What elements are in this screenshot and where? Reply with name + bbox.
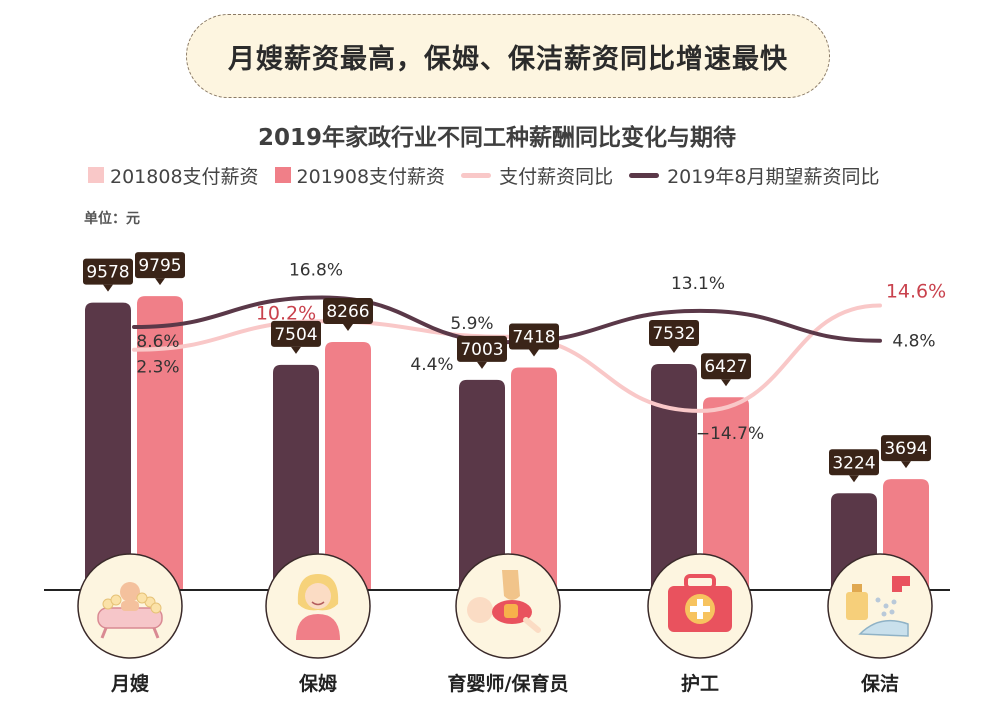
bar-2019-1 bbox=[325, 342, 371, 590]
value-label-2019-0: 9795 bbox=[135, 252, 185, 286]
chart-title: 2019年家政行业不同工种薪酬同比变化与期待 bbox=[257, 125, 736, 151]
bar-2019-2 bbox=[511, 367, 557, 590]
bar-2018-3 bbox=[651, 364, 697, 590]
value-label-2019-0-text: 9795 bbox=[138, 256, 181, 276]
unit-label: 单位：元 bbox=[84, 211, 140, 227]
cleaning-icon bbox=[846, 576, 910, 637]
legend-label-paid-yoy: 支付薪资同比 bbox=[499, 165, 614, 188]
value-label-2018-2: 7003 bbox=[457, 335, 507, 369]
value-label-2018-0-pointer bbox=[103, 284, 113, 292]
value-label-2018-3-pointer bbox=[669, 346, 679, 354]
expected-yoy-label-1: 16.8% bbox=[289, 261, 343, 281]
value-label-2019-4-text: 3694 bbox=[884, 439, 927, 459]
value-label-2018-0-text: 9578 bbox=[86, 263, 129, 283]
category-label-1: 保姆 bbox=[298, 672, 337, 695]
value-label-2018-1-bg bbox=[271, 320, 321, 347]
bar-2019-3 bbox=[703, 397, 749, 590]
legend-label-2018: 201808支付薪资 bbox=[110, 165, 259, 188]
baby-bath-icon bbox=[97, 582, 163, 639]
value-label-2018-3-text: 7532 bbox=[652, 324, 695, 344]
legend-label-2019: 201908支付薪资 bbox=[296, 165, 446, 188]
value-label-2018-4-bg bbox=[829, 449, 879, 476]
legend-label-expected-yoy: 2019年8月期望薪资同比 bbox=[667, 165, 880, 188]
nanny-icon bbox=[296, 574, 340, 640]
value-label-2019-3-bg bbox=[701, 353, 751, 380]
legend-item-2019: 201908支付薪资 bbox=[274, 162, 446, 189]
value-label-2019-1: 8266 bbox=[323, 298, 373, 332]
value-label-2019-2: 7418 bbox=[509, 323, 559, 357]
infant-care-icon bbox=[467, 570, 541, 633]
legend: 201808支付薪资 201908支付薪资 支付薪资同比 2019年8月期望薪资… bbox=[88, 160, 896, 190]
value-label-2018-4-text: 3224 bbox=[832, 453, 875, 473]
value-label-2019-2-text: 7418 bbox=[512, 327, 555, 347]
legend-item-paid-yoy: 支付薪资同比 bbox=[461, 162, 613, 189]
value-label-2019-0-bg bbox=[135, 252, 185, 279]
value-label-2018-4: 3224 bbox=[829, 449, 879, 483]
value-label-2019-1-pointer bbox=[343, 324, 353, 332]
legend-swatch-2018 bbox=[88, 167, 104, 183]
bar-2018-1 bbox=[273, 364, 319, 590]
line-expected-yoy bbox=[132, 295, 882, 345]
value-label-2018-2-pointer bbox=[477, 361, 487, 369]
value-label-2018-1-text: 7504 bbox=[274, 325, 317, 345]
legend-swatch-paid-yoy bbox=[461, 172, 492, 178]
expected-yoy-label-4: 4.8% bbox=[892, 332, 935, 352]
value-label-2018-1: 7504 bbox=[271, 320, 321, 354]
value-label-2018-2-bg bbox=[457, 335, 507, 362]
expected-yoy-label-2: 4.4% bbox=[410, 355, 453, 375]
paid-yoy-label-1: 10.2% bbox=[256, 302, 316, 324]
value-label-2018-3: 7532 bbox=[649, 320, 699, 354]
bar-2018-0 bbox=[85, 302, 131, 590]
value-label-2019-3-text: 6427 bbox=[704, 357, 747, 377]
headline-banner: 月嫂薪资最高，保姆、保洁薪资同比增速最快 bbox=[186, 14, 830, 98]
value-label-2018-3-bg bbox=[649, 320, 699, 347]
value-label-2018-0: 9578 bbox=[83, 258, 133, 292]
category-label-0: 月嫂 bbox=[110, 672, 150, 695]
category-label-3: 护工 bbox=[681, 672, 719, 695]
expected-yoy-label-3: 13.1% bbox=[671, 274, 725, 294]
value-label-2019-4: 3694 bbox=[881, 435, 931, 469]
legend-swatch-2019 bbox=[274, 167, 291, 183]
paid-yoy-label-3: −14.7% bbox=[696, 424, 764, 444]
category-label-4: 保洁 bbox=[860, 672, 899, 695]
value-label-2018-1-pointer bbox=[291, 346, 301, 354]
value-label-2019-3-pointer bbox=[721, 379, 731, 387]
category-label-2: 育婴师/保育员 bbox=[448, 672, 569, 695]
legend-swatch-expected-yoy bbox=[629, 172, 660, 178]
value-label-2019-4-bg bbox=[881, 435, 931, 462]
paid-yoy-label-4: 14.6% bbox=[886, 280, 946, 302]
bar-2019-0 bbox=[137, 296, 183, 590]
value-label-2019-3: 6427 bbox=[701, 353, 751, 387]
icon-circle-4 bbox=[827, 553, 933, 659]
paid-yoy-label-2: 5.9% bbox=[450, 314, 493, 334]
first-aid-kit-icon bbox=[668, 574, 732, 632]
value-label-2019-2-bg bbox=[509, 323, 559, 350]
expected-yoy-label-0: 8.6% bbox=[136, 332, 179, 352]
value-label-2019-0-pointer bbox=[155, 278, 165, 286]
paid-yoy-label-0: 2.3% bbox=[136, 358, 179, 378]
legend-item-expected-yoy: 2019年8月期望薪资同比 bbox=[629, 162, 880, 189]
value-label-2019-2-pointer bbox=[529, 349, 539, 357]
value-label-2018-0-bg bbox=[83, 258, 133, 285]
bar-2018-2 bbox=[459, 379, 505, 590]
value-label-2019-1-text: 8266 bbox=[326, 302, 369, 322]
value-label-2019-4-pointer bbox=[901, 461, 911, 469]
value-label-2018-2-text: 7003 bbox=[460, 340, 503, 360]
legend-item-2018: 201808支付薪资 bbox=[88, 162, 259, 189]
value-label-2019-1-bg bbox=[323, 298, 373, 325]
value-label-2018-4-pointer bbox=[849, 475, 859, 483]
